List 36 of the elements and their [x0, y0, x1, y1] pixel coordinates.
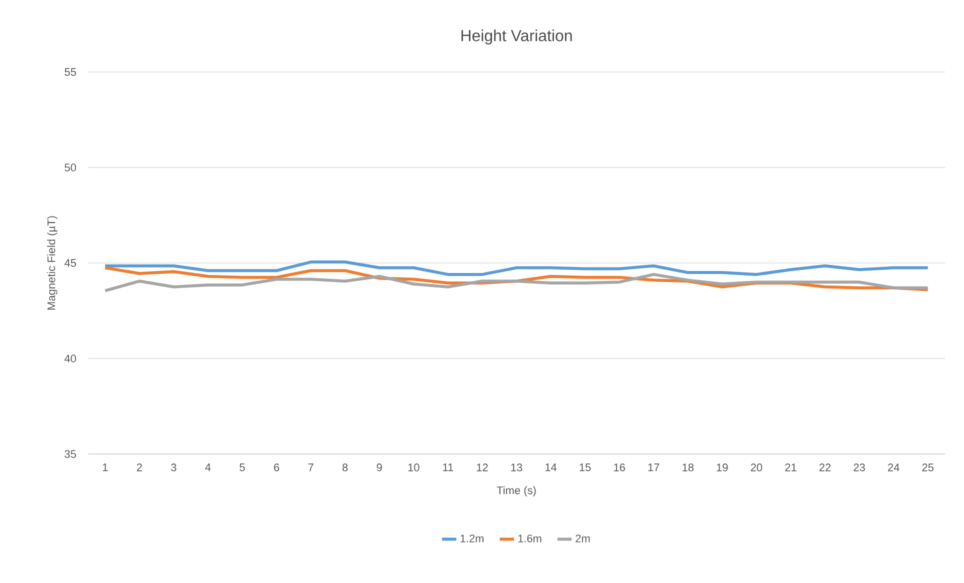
- y-axis-title: Magnetic Field (µT): [47, 216, 58, 310]
- y-tick-label: 40: [64, 354, 76, 362]
- legend-label: 1.2m: [460, 534, 484, 542]
- x-tick-label: 16: [614, 464, 625, 472]
- x-tick-label: 9: [376, 464, 382, 472]
- y-tick-label: 45: [64, 259, 76, 267]
- x-tick-label: 11: [443, 464, 454, 472]
- x-tick-label: 19: [716, 464, 728, 472]
- y-tick-label: 35: [64, 450, 76, 458]
- x-tick-label: 6: [274, 464, 280, 472]
- x-tick-label: 4: [205, 464, 211, 472]
- x-tick-label: 8: [342, 464, 348, 472]
- x-tick-label: 18: [682, 464, 694, 472]
- x-axis-title: Time (s): [496, 486, 536, 496]
- y-tick-label: 55: [64, 68, 76, 76]
- x-tick-label: 25: [922, 464, 934, 472]
- x-tick-label: 14: [545, 464, 557, 472]
- x-tick-label: 17: [648, 464, 660, 472]
- x-tick-label: 15: [580, 464, 591, 472]
- x-tick-label: 21: [785, 464, 796, 472]
- legend-label: 2m: [576, 534, 590, 542]
- x-tick-label: 12: [476, 464, 488, 472]
- x-tick-label: 10: [408, 464, 420, 472]
- chart-title: Height Variation: [461, 30, 572, 44]
- y-tick-label: 50: [64, 164, 76, 172]
- x-tick-label: 20: [750, 464, 762, 472]
- legend-label: 1.6m: [518, 534, 542, 542]
- x-tick-label: 7: [308, 464, 314, 472]
- x-tick-label: 23: [854, 464, 865, 472]
- x-tick-label: 5: [240, 464, 245, 472]
- x-tick-label: 3: [171, 464, 176, 472]
- x-tick-label: 1: [102, 464, 108, 472]
- x-tick-label: 22: [819, 464, 831, 472]
- x-tick-label: 24: [888, 464, 900, 472]
- x-tick-label: 2: [136, 464, 142, 472]
- x-tick-label: 13: [511, 464, 522, 472]
